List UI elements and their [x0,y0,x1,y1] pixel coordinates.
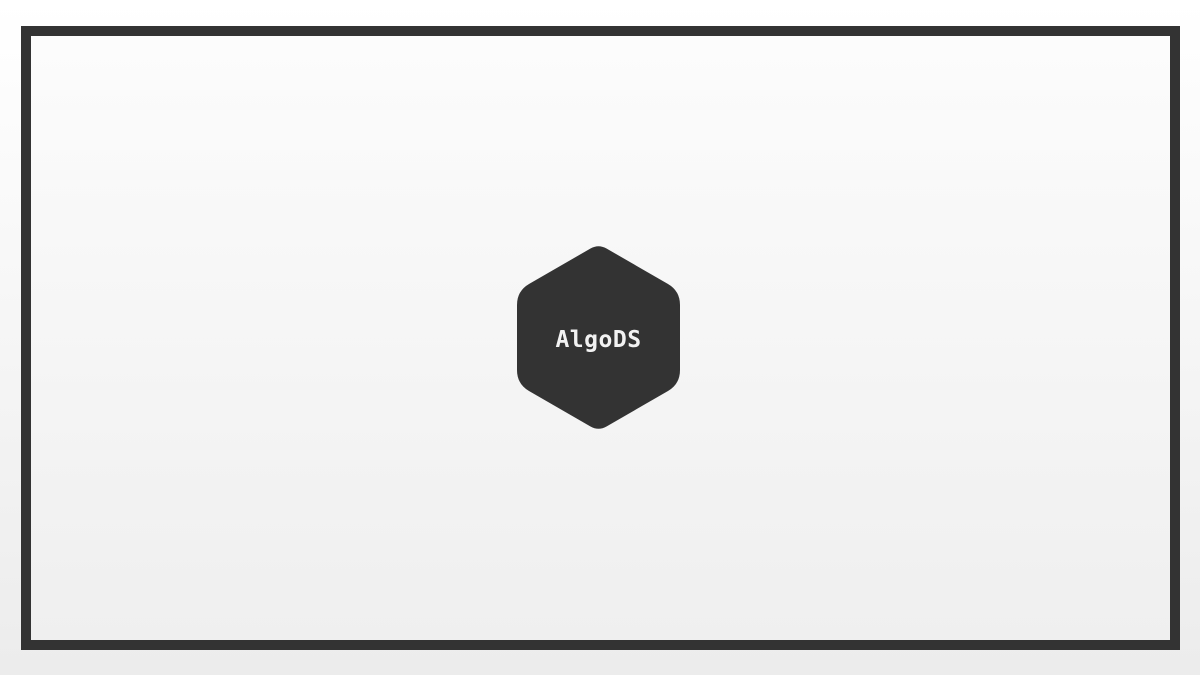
algods-logo: AlgoDS [517,245,680,430]
hexagon-logo-shape [517,246,680,429]
hexagon-icon [517,246,680,429]
logo-text: AlgoDS [555,326,642,353]
